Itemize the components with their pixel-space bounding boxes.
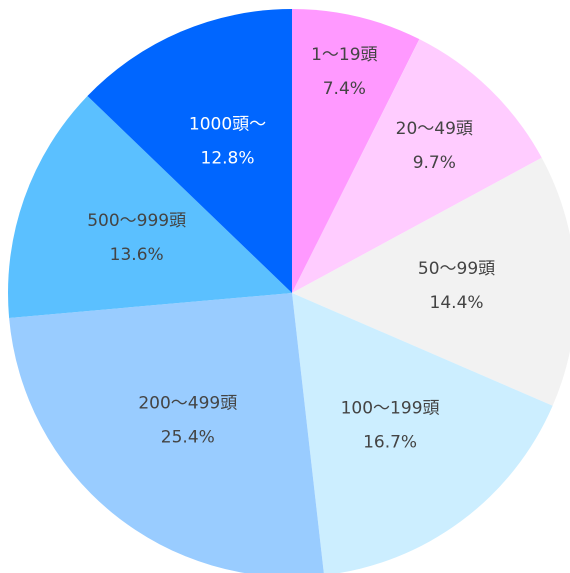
pie-slice [292, 157, 570, 406]
slice-value-label: 13.6% [110, 245, 164, 265]
slice-label: 50～99頭 [418, 259, 495, 279]
slice-value-label: 7.4% [323, 79, 366, 99]
pie-slice [292, 39, 542, 294]
slice-value-label: 9.7% [413, 153, 456, 173]
slice-label: 200～499頭 [138, 394, 237, 414]
slice-label: 500～999頭 [87, 211, 186, 231]
slice-value-label: 16.7% [363, 432, 417, 452]
slice-label: 1～19頭 [311, 45, 377, 65]
slice-value-label: 12.8% [201, 148, 255, 168]
slice-label: 20～49頭 [396, 119, 473, 139]
pie-slice [292, 293, 553, 573]
slice-label: 100～199頭 [341, 398, 440, 418]
pie-slice [87, 9, 292, 293]
slice-value-label: 25.4% [161, 428, 215, 448]
pie-slice [9, 293, 324, 573]
pie-slice [292, 9, 420, 293]
pie-slice [7, 96, 292, 318]
slice-label: 1000頭～ [189, 114, 266, 134]
slice-value-label: 14.4% [430, 293, 484, 313]
